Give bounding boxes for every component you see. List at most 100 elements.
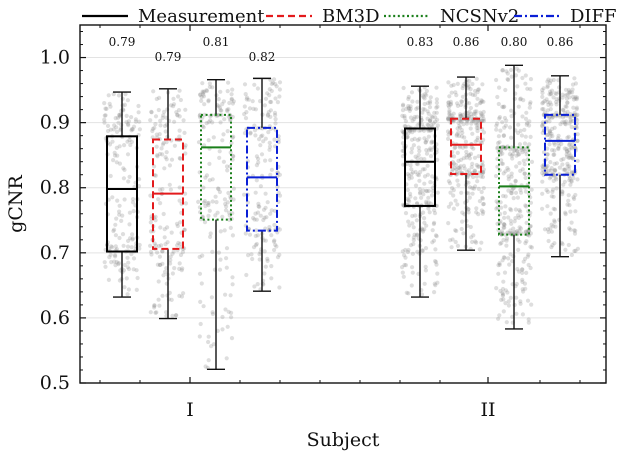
data-point [568,112,573,117]
data-point [134,287,139,292]
data-point [426,206,431,211]
data-point [528,100,533,105]
box-iqr [106,135,138,253]
data-point [433,259,438,264]
data-point [512,302,517,308]
data-point [429,147,434,152]
data-point [435,190,440,195]
data-point [475,164,480,169]
data-point [155,154,160,159]
data-point [231,197,236,202]
data-point [517,239,522,244]
data-point [446,100,451,106]
data-point [207,84,212,90]
data-point [410,118,415,123]
data-point [217,267,223,272]
data-point [176,108,182,113]
data-point [112,227,117,232]
data-point [172,119,177,124]
data-point [116,260,121,266]
data-point [560,190,565,195]
data-point [420,248,425,253]
data-point [424,88,429,94]
data-point [402,253,407,258]
box-iqr [246,126,278,232]
data-point [518,226,524,231]
data-point [277,227,282,232]
data-point [544,188,549,193]
data-point [545,126,550,131]
data-point [459,119,464,124]
data-point [502,255,507,260]
data-point [507,125,513,130]
data-point [519,133,525,138]
data-point [446,204,451,209]
data-point [495,146,500,151]
data-point [262,215,267,220]
data-point [463,139,468,144]
data-point [468,105,473,111]
data-point [422,220,427,225]
data-point [160,152,165,157]
data-point [551,224,556,229]
data-point [514,148,520,153]
data-point [447,108,452,113]
data-point [528,87,533,92]
data-point [167,163,172,168]
data-point [565,135,570,140]
data-point [169,157,175,162]
data-point [116,120,121,125]
data-point [456,133,462,138]
data-point [461,231,466,236]
data-point [408,129,413,134]
data-point [472,119,477,124]
data-point [422,157,427,162]
data-point [572,231,578,236]
data-point [183,107,188,112]
data-point [434,100,439,105]
data-point [509,145,514,150]
data-point [454,93,459,98]
data-point [249,252,254,257]
data-point [130,236,135,241]
data-point [113,233,118,238]
data-point [455,103,460,108]
data-point [110,139,115,144]
data-point [112,123,117,128]
data-point [481,201,486,207]
data-point [225,168,230,173]
data-point [566,167,572,172]
data-point [134,268,139,273]
data-point [476,122,481,127]
data-point [541,150,547,155]
data-point [553,224,558,229]
data-point [106,93,111,98]
data-point [505,77,510,82]
data-point [130,197,136,202]
median-label: 0.83 [407,35,434,49]
data-point [204,88,209,94]
data-point [276,137,281,142]
data-point [514,164,519,169]
data-point [523,134,528,139]
data-point [120,213,125,218]
data-point [206,99,211,104]
data-point [561,156,566,162]
data-point [567,151,572,156]
data-point [400,129,405,134]
data-point [164,310,169,315]
data-point [524,110,529,115]
data-point [254,228,259,233]
data-point [247,106,253,111]
data-point [413,183,419,188]
data-point [571,105,576,110]
data-point [263,136,268,141]
data-point [432,220,437,225]
data-point [119,218,124,223]
data-point [422,101,427,107]
data-point [464,155,469,160]
data-point [121,176,126,181]
data-point [553,91,558,96]
data-point [198,321,203,327]
data-point [262,249,267,254]
